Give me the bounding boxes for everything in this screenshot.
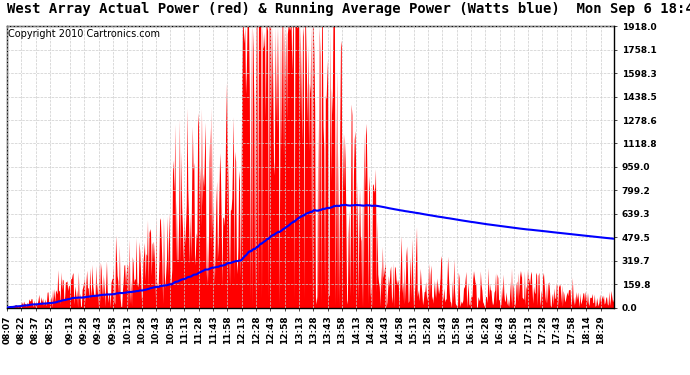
Text: West Array Actual Power (red) & Running Average Power (Watts blue)  Mon Sep 6 18: West Array Actual Power (red) & Running … bbox=[7, 2, 690, 16]
Text: Copyright 2010 Cartronics.com: Copyright 2010 Cartronics.com bbox=[8, 29, 159, 39]
